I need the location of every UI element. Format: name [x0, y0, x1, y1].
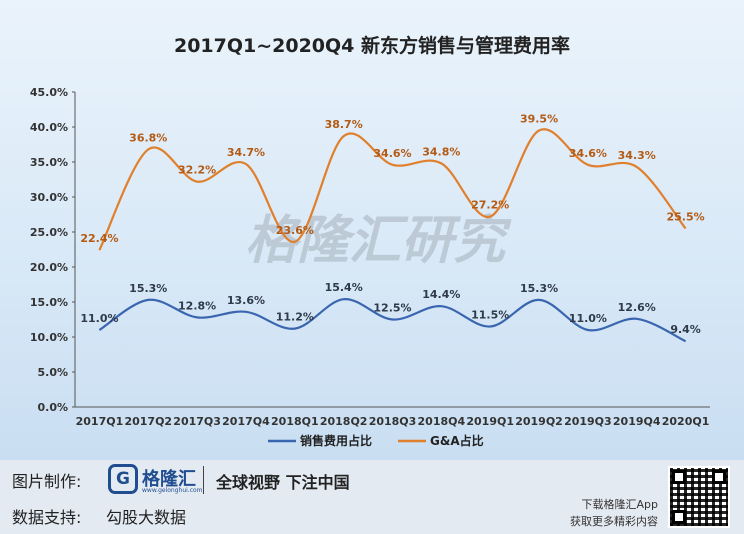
- footer: 图片制作: G 格隆汇 www.gelonghui.com 全球视野 下注中国 …: [0, 460, 744, 534]
- data-label: 22.4%: [80, 232, 118, 245]
- made-by-label: 图片制作:: [12, 472, 82, 491]
- logo-name: 格隆汇: [142, 469, 196, 490]
- x-tick-label: 2020Q1: [662, 415, 710, 428]
- x-tick-label: 2018Q1: [271, 415, 319, 428]
- y-tick-label: 5.0%: [37, 366, 68, 379]
- x-tick-label: 2019Q2: [515, 415, 563, 428]
- data-label: 15.3%: [129, 282, 167, 295]
- y-tick-label: 40.0%: [30, 121, 68, 134]
- data-label: 14.4%: [422, 288, 460, 301]
- data-label: 12.8%: [178, 299, 216, 312]
- y-tick-label: 0.0%: [37, 401, 68, 414]
- axes: 45.0% 40.0% 35.0% 30.0% 25.0% 20.0% 15.0% 10.0%…: [30, 86, 710, 428]
- data-label: 34.6%: [569, 147, 607, 160]
- gelonghui-logo-icon: G: [108, 464, 138, 494]
- x-tick-label: 2019Q4: [613, 415, 661, 428]
- qr-finder: [712, 470, 726, 484]
- data-label: 11.5%: [471, 309, 509, 322]
- x-tick-label: 2017Q3: [173, 415, 221, 428]
- y-tick-label: 20.0%: [30, 261, 68, 274]
- x-tick-label: 2019Q1: [466, 415, 514, 428]
- download-text: 下载格隆汇App: [581, 498, 659, 511]
- chart-area: 2017Q1~2020Q4 新东方销售与管理费用率 格隆汇研究 45.0% 40.…: [0, 0, 744, 460]
- legend-label: 销售费用占比: [300, 433, 372, 448]
- series-line-0: [98, 298, 687, 343]
- data-label: 34.8%: [422, 145, 460, 158]
- data-label: 25.5%: [666, 211, 704, 224]
- x-tick-label: 2017Q4: [222, 415, 270, 428]
- data-label: 9.4%: [670, 323, 701, 336]
- y-tick-label: 45.0%: [30, 86, 68, 99]
- data-label: 34.3%: [618, 149, 656, 162]
- data-label: 11.2%: [276, 311, 314, 324]
- more-content-text: 获取更多精彩内容: [570, 515, 658, 528]
- data-source: 勾股大数据: [106, 508, 187, 527]
- data-label: 15.3%: [520, 282, 558, 295]
- qr-finder: [672, 510, 686, 524]
- y-tick-label: 35.0%: [30, 156, 68, 169]
- footer-divider: [203, 466, 204, 494]
- logo-url: www.gelonghui.com: [142, 487, 203, 494]
- qr-finder: [672, 470, 686, 484]
- chart-title: 2017Q1~2020Q4 新东方销售与管理费用率: [174, 34, 570, 57]
- x-tick-label: 2019Q3: [564, 415, 612, 428]
- watermark-text: 格隆汇研究: [245, 211, 512, 271]
- data-label: 39.5%: [520, 113, 558, 126]
- data-label: 12.6%: [618, 301, 656, 314]
- data-label: 32.2%: [178, 164, 216, 177]
- series-line-1: [98, 128, 687, 251]
- y-tick-label: 15.0%: [30, 296, 68, 309]
- data-label: 13.6%: [227, 294, 265, 307]
- logo-char: G: [116, 469, 130, 489]
- line-chart: 2017Q1~2020Q4 新东方销售与管理费用率 格隆汇研究 45.0% 40.…: [30, 34, 710, 448]
- data-label: 36.8%: [129, 131, 167, 144]
- qr-code-icon[interactable]: [668, 466, 730, 528]
- data-label: 11.0%: [80, 312, 118, 325]
- data-label: 15.4%: [325, 281, 363, 294]
- x-tick-label: 2017Q1: [76, 415, 124, 428]
- y-tick-label: 10.0%: [30, 331, 68, 344]
- x-tick-label: 2018Q3: [369, 415, 417, 428]
- data-label: 38.7%: [325, 118, 363, 131]
- data-label: 34.7%: [227, 146, 265, 159]
- y-tick-label: 25.0%: [30, 226, 68, 239]
- x-tick-label: 2017Q2: [124, 415, 172, 428]
- slogan: 全球视野 下注中国: [216, 473, 350, 492]
- y-tick-label: 30.0%: [30, 191, 68, 204]
- series-layer: 11.0% 15.3% 12.8% 13.6% 11.2% 15.4% 12.5% 14.4%…: [80, 113, 705, 343]
- x-tick-label: 2018Q2: [320, 415, 368, 428]
- data-label: 11.0%: [569, 312, 607, 325]
- data-label: 23.6%: [276, 224, 314, 237]
- x-tick-label: 2018Q4: [418, 415, 466, 428]
- data-support-label: 数据支持:: [12, 508, 82, 527]
- data-label: 12.5%: [373, 302, 411, 315]
- data-label: 34.6%: [373, 147, 411, 160]
- legend-label: G&A占比: [430, 433, 484, 448]
- legend: 销售费用占比 G&A占比: [268, 433, 484, 448]
- data-label: 27.2%: [471, 199, 509, 212]
